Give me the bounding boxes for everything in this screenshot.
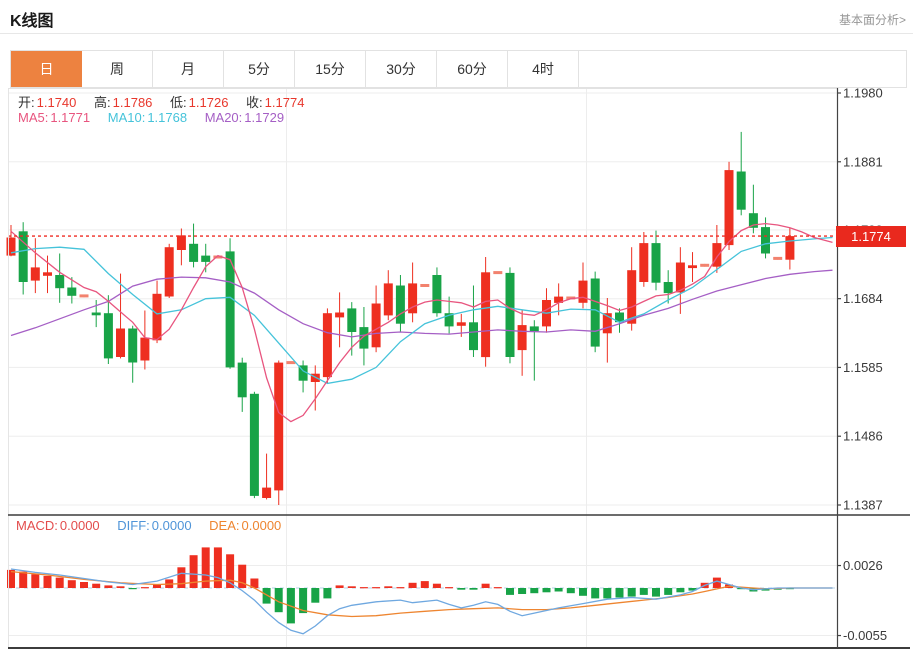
macd-label: MACD: <box>16 518 58 533</box>
tab-15min[interactable]: 15分 <box>295 51 366 87</box>
svg-text:1.1387: 1.1387 <box>843 498 883 513</box>
ma5-value: 1.1771 <box>50 110 91 125</box>
page-header: K线图 基本面分析> <box>0 0 913 34</box>
ma-lines <box>10 222 833 423</box>
tab-week[interactable]: 周 <box>82 51 153 87</box>
dea-value: 0.0000 <box>241 518 282 533</box>
open-label: 开: <box>18 95 35 110</box>
ma20-label: MA20: <box>204 110 243 125</box>
svg-text:1.1881: 1.1881 <box>843 154 883 169</box>
current-price-tag: 1.1774 <box>836 226 906 247</box>
svg-text:1.1684: 1.1684 <box>843 291 883 306</box>
y-axis-labels: 1.19801.18811.17831.16841.15851.14861.13… <box>837 86 887 643</box>
ma10-value: 1.1768 <box>147 110 188 125</box>
tab-4hour[interactable]: 4时 <box>508 51 579 87</box>
interval-tab-bar: 日周月 5分 15分 30分 60分 4时 <box>10 50 907 88</box>
diff-label: DIFF: <box>117 518 150 533</box>
ma5-label: MA5: <box>18 110 49 125</box>
close-label: 收: <box>246 95 263 110</box>
ma20-value: 1.1729 <box>244 110 285 125</box>
page-title: K线图 <box>10 13 54 30</box>
tab-day[interactable]: 日 <box>11 51 82 87</box>
ohlc-row: 开: 1.1740 高: 1.1786 低: 1.1726 收: 1.1774 <box>18 92 318 111</box>
dea-label: DEA: <box>209 518 240 533</box>
diff-value: 0.0000 <box>151 518 192 533</box>
low-label: 低: <box>170 95 187 110</box>
ma-row: MA5: 1.1771 MA10: 1.1768 MA20: 1.1729 <box>18 110 298 125</box>
low-value: 1.1726 <box>188 95 229 110</box>
svg-text:-0.0055: -0.0055 <box>843 628 887 643</box>
tab-30min[interactable]: 30分 <box>366 51 437 87</box>
macd-histogram <box>7 547 794 624</box>
open-value: 1.1740 <box>36 95 77 110</box>
tab-60min[interactable]: 60分 <box>437 51 508 87</box>
macd-value: 0.0000 <box>59 518 100 533</box>
macd-lines <box>10 568 833 635</box>
svg-text:1.1980: 1.1980 <box>843 86 883 101</box>
tab-5min[interactable]: 5分 <box>224 51 295 87</box>
macd-row: MACD: 0.0000 DIFF: 0.0000 DEA: 0.0000 <box>16 518 295 533</box>
plot-frame <box>8 88 910 649</box>
gridlines <box>8 88 837 648</box>
svg-text:1.1585: 1.1585 <box>843 360 883 375</box>
svg-text:0.0026: 0.0026 <box>843 558 883 573</box>
fundamental-analysis-link[interactable]: 基本面分析> <box>838 13 906 27</box>
candles <box>6 131 795 505</box>
high-label: 高: <box>94 95 111 110</box>
tab-month[interactable]: 月 <box>153 51 224 87</box>
high-value: 1.1786 <box>112 95 153 110</box>
svg-text:1.1486: 1.1486 <box>843 429 883 444</box>
close-value: 1.1774 <box>264 95 305 110</box>
ma10-label: MA10: <box>107 110 146 125</box>
